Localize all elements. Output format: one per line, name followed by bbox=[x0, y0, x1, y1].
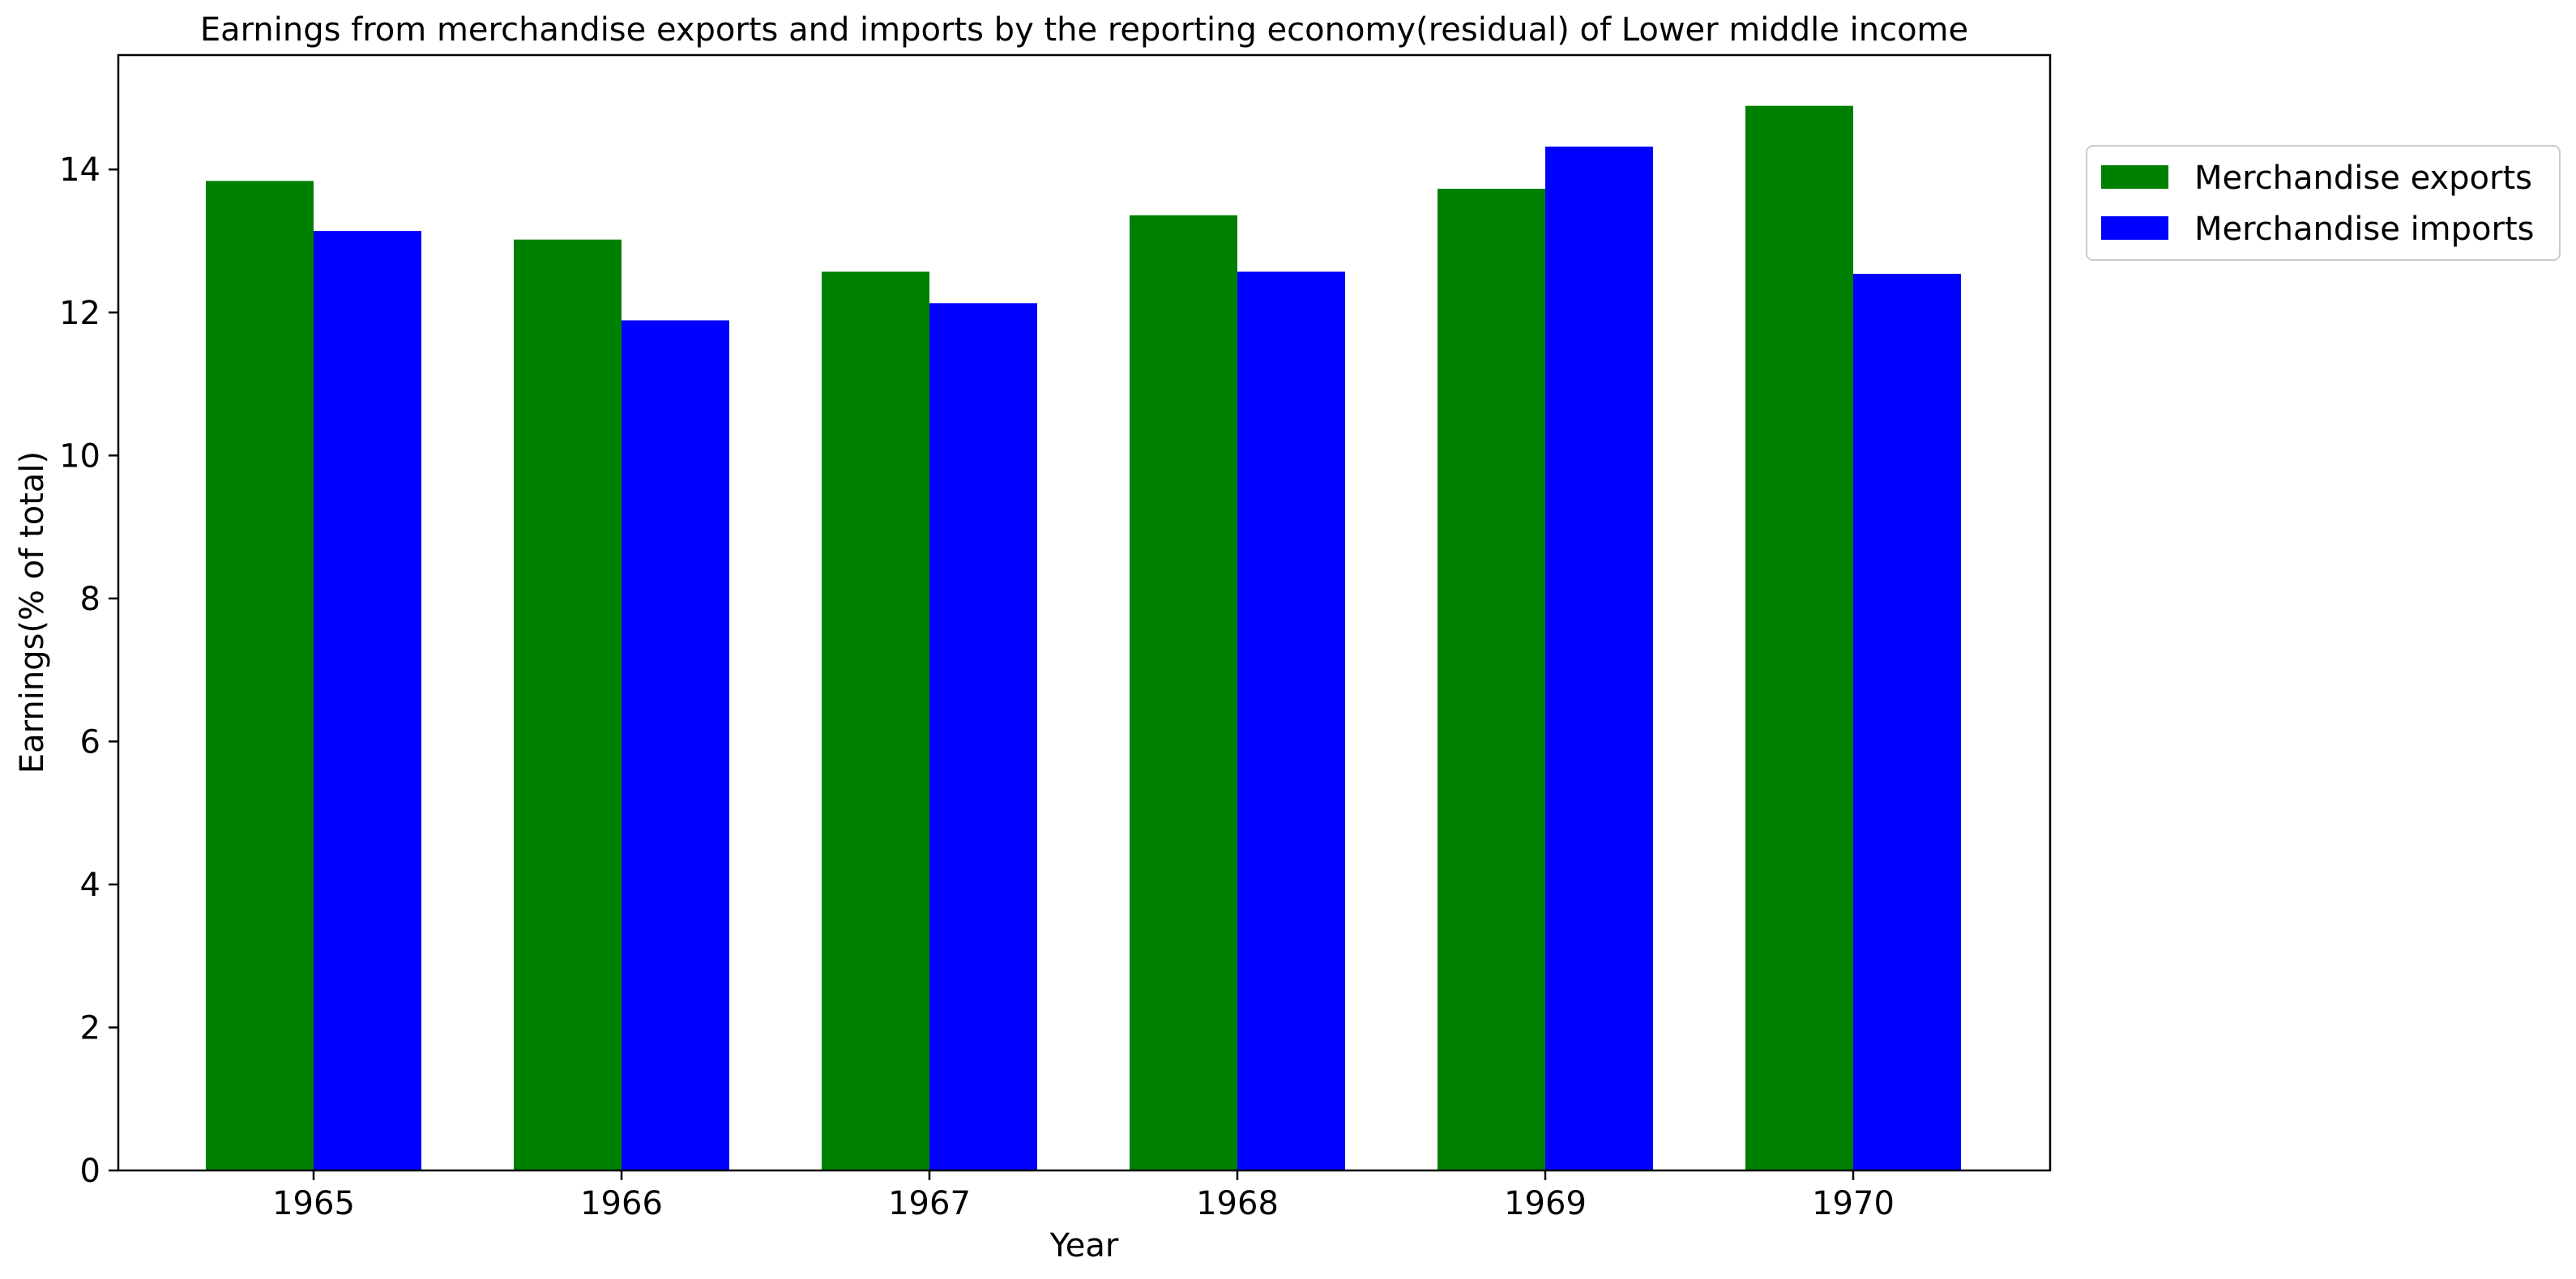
y-axis-label: Earnings(% of total) bbox=[14, 451, 51, 774]
legend-label-imports: Merchandise imports bbox=[2194, 211, 2534, 248]
x-tick-label: 1969 bbox=[1504, 1185, 1587, 1222]
bar-exports bbox=[1130, 215, 1237, 1170]
plot-frame bbox=[117, 53, 2052, 1172]
x-axis-label: Year bbox=[1049, 1227, 1119, 1264]
y-tick-label: 6 bbox=[80, 723, 100, 761]
bar-exports bbox=[1438, 189, 1545, 1170]
x-tick-label: 1970 bbox=[1812, 1185, 1895, 1222]
legend-frame bbox=[2086, 145, 2561, 261]
bar-exports bbox=[514, 239, 622, 1170]
bar-imports bbox=[622, 320, 729, 1170]
bar-exports bbox=[822, 271, 929, 1170]
bar-exports bbox=[206, 181, 314, 1170]
legend-swatch-imports bbox=[2101, 216, 2168, 240]
bar-imports bbox=[314, 231, 421, 1170]
legend-label-exports: Merchandise exports bbox=[2194, 160, 2532, 197]
bar-exports bbox=[1745, 105, 1853, 1171]
y-tick-label: 10 bbox=[59, 437, 100, 475]
bar-imports bbox=[1545, 146, 1653, 1170]
y-tick-label: 4 bbox=[80, 867, 100, 904]
y-tick-label: 0 bbox=[80, 1153, 100, 1190]
x-tick-label: 1967 bbox=[888, 1185, 971, 1222]
y-tick-label: 14 bbox=[59, 151, 100, 189]
chart-title: Earnings from merchandise exports and im… bbox=[200, 11, 1968, 49]
legend: Merchandise exports Merchandise imports bbox=[2086, 145, 2561, 261]
y-tick-label: 12 bbox=[59, 295, 100, 332]
x-tick-label: 1968 bbox=[1196, 1185, 1279, 1222]
x-axis: 1965 1966 1967 1968 1969 1970 bbox=[272, 1170, 1895, 1222]
bars bbox=[206, 105, 1961, 1171]
x-tick-label: 1965 bbox=[272, 1185, 355, 1222]
y-tick-label: 8 bbox=[80, 581, 100, 618]
bar-imports bbox=[1237, 271, 1345, 1170]
x-tick-label: 1966 bbox=[580, 1185, 663, 1222]
y-tick-label: 2 bbox=[80, 1009, 100, 1047]
legend-swatch-exports bbox=[2101, 165, 2168, 189]
bar-imports bbox=[1853, 274, 1961, 1170]
bar-imports bbox=[929, 303, 1037, 1171]
y-axis: 0 2 4 6 8 10 12 14 bbox=[59, 151, 118, 1190]
